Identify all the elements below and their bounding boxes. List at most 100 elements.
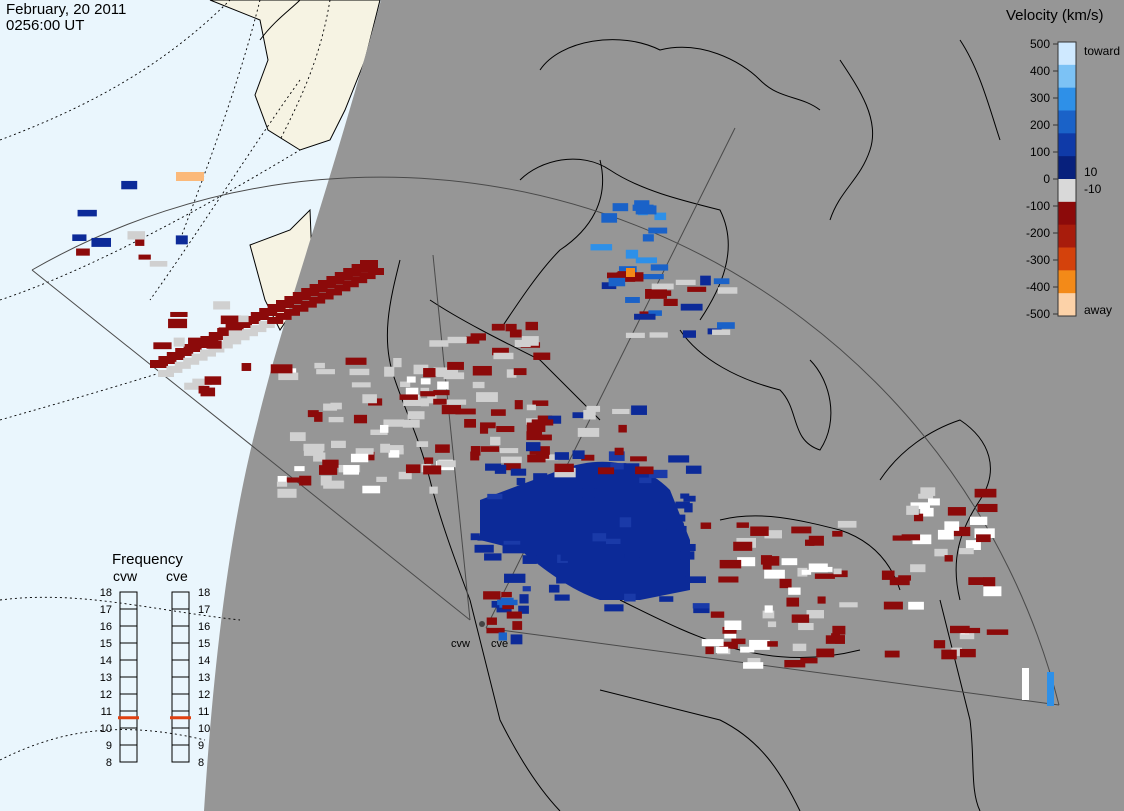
- scatter-cell: [509, 329, 522, 338]
- scatter-cell: [496, 606, 512, 613]
- scatter-cell: [477, 535, 488, 541]
- scatter-cell: [883, 601, 903, 610]
- scatter-cell: [764, 605, 773, 613]
- scatter-cell: [682, 330, 696, 338]
- colorbar-tick-label: 0: [1043, 172, 1050, 186]
- scatter-cell: [532, 400, 549, 406]
- scatter-cell: [276, 481, 288, 487]
- scatter-cell: [242, 329, 258, 337]
- scatter-cell: [433, 398, 447, 405]
- scatter-cell: [406, 376, 416, 383]
- scatter-cell: [149, 261, 168, 267]
- scatter-cell: [906, 505, 919, 515]
- scatter-cell: [470, 533, 480, 541]
- scatter-cell: [135, 236, 145, 246]
- frequency-radar-cvw: cvw: [113, 568, 138, 584]
- colorbar-tick-label: 300: [1030, 91, 1050, 105]
- colorbar-tick-label: 100: [1030, 145, 1050, 159]
- scatter-cell: [710, 611, 725, 618]
- scatter-cell: [470, 333, 486, 341]
- scatter-cell: [764, 569, 785, 579]
- scatter-cell: [278, 372, 299, 381]
- scatter-cell: [424, 457, 434, 464]
- scatter-cell: [974, 528, 995, 538]
- scatter-cell: [323, 480, 345, 489]
- scatter-cell: [166, 365, 183, 373]
- scatter-cell: [474, 544, 494, 553]
- scatter-cell: [560, 552, 570, 561]
- scatter-cell: [275, 312, 292, 320]
- scatter-cell: [510, 468, 527, 476]
- scatter-cell: [174, 361, 191, 369]
- scatter-cell: [299, 475, 312, 486]
- scatter-cell: [270, 364, 293, 374]
- scatter-cell: [800, 657, 818, 664]
- scatter-cell: [650, 575, 659, 584]
- colorbar-block: [1058, 201, 1076, 226]
- site-label-cve: cve: [491, 638, 508, 650]
- scatter-cell: [343, 465, 360, 475]
- scatter-cell: [663, 298, 678, 306]
- scatter-cell: [168, 318, 188, 329]
- scatter-cell: [206, 340, 222, 349]
- scatter-cell: [486, 627, 505, 634]
- scatter-cell: [901, 534, 921, 541]
- scatter-cell: [747, 658, 761, 665]
- scatter-cell: [635, 257, 658, 264]
- scatter-cell: [479, 427, 489, 434]
- colorbar-label-neg: -10: [1084, 182, 1102, 196]
- scatter-cell: [762, 610, 775, 619]
- scatter-cell: [959, 631, 975, 640]
- scatter-cell: [944, 555, 953, 562]
- scatter-cell: [764, 530, 782, 539]
- scatter-cell: [619, 517, 632, 528]
- scatter-cell: [376, 476, 387, 482]
- scatter-cell: [491, 323, 505, 331]
- scatter-cell: [612, 203, 629, 212]
- scatter-cell: [941, 649, 957, 660]
- scatter-cell: [316, 369, 335, 375]
- frequency-level-label: 9: [106, 740, 112, 752]
- scatter-cell: [912, 534, 932, 545]
- scatter-cell: [572, 412, 587, 419]
- scatter-cell: [712, 329, 731, 335]
- scatter-cell: [513, 368, 527, 376]
- scatter-cell: [668, 455, 690, 463]
- scatter-cell: [309, 296, 326, 304]
- frequency-level-label: 13: [100, 672, 112, 684]
- scatter-cell: [983, 586, 1002, 597]
- scatter-cell: [680, 303, 703, 311]
- scatter-cell: [127, 231, 146, 240]
- scatter-cell: [525, 321, 539, 331]
- scatter-cell: [498, 632, 507, 641]
- scatter-cell: [719, 641, 738, 649]
- frequency-level-label: 15: [100, 638, 112, 650]
- scatter-cell: [383, 419, 405, 427]
- scatter-cell: [184, 382, 205, 390]
- scatter-cell: [913, 513, 924, 522]
- scatter-cell: [320, 475, 332, 486]
- scatter-cell: [684, 503, 693, 513]
- frequency-level-label: 17: [100, 604, 112, 616]
- scatter-cell: [427, 393, 437, 404]
- scatter-cell: [238, 315, 249, 323]
- scatter-cell: [208, 345, 225, 353]
- scatter-cell: [635, 466, 654, 475]
- scatter-cell: [284, 477, 303, 483]
- scatter-cell: [362, 485, 381, 494]
- colorbar-label-toward: toward: [1084, 44, 1120, 58]
- frequency-level-label: 16: [198, 621, 210, 633]
- scatter-cell: [485, 463, 502, 471]
- scatter-cell: [535, 452, 550, 459]
- colorbar-block: [1058, 270, 1076, 294]
- colorbar-label-pos: 10: [1084, 165, 1098, 179]
- scatter-cell: [572, 450, 585, 459]
- scatter-cell: [736, 522, 749, 528]
- scatter-cell: [351, 382, 371, 388]
- scatter-cell: [784, 659, 806, 668]
- frequency-radar-cve: cve: [166, 568, 188, 584]
- scatter-cell: [722, 626, 737, 634]
- scatter-cell: [719, 559, 742, 569]
